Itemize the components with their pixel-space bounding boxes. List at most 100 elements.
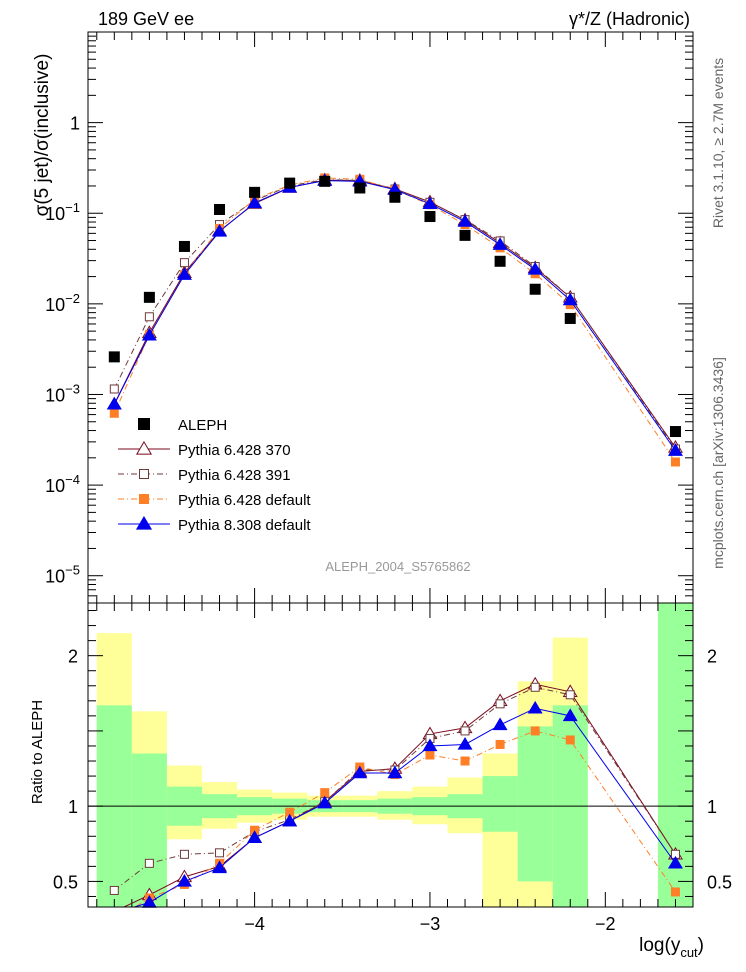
- ratio-uncertainty-bands: [88, 603, 693, 907]
- ratio-point: [109, 885, 119, 895]
- data-point: [494, 255, 506, 267]
- data-point: [669, 426, 681, 438]
- header-right: γ*/Z (Hadronic): [569, 9, 690, 29]
- ratio-point: [495, 739, 505, 749]
- legend-marker: [135, 515, 153, 530]
- ratio-point: [670, 887, 680, 897]
- series-ratio-4: [132, 700, 683, 908]
- ratio-point: [667, 855, 683, 869]
- ratio-band-inner: [131, 753, 167, 907]
- main-axis-ticks: 1 10−1 10−2 10−3 10−4 10−5: [45, 31, 694, 603]
- data-point: [529, 283, 541, 295]
- data-point: [106, 396, 122, 410]
- ratio-point: [530, 682, 540, 692]
- y-tick-label-main: 10−5: [45, 563, 80, 587]
- legend-label: Pythia 6.428 370: [178, 442, 291, 459]
- series-main-0: [108, 175, 681, 438]
- main-panel: 1 10−1 10−2 10−3 10−4 10−5 ALEPH_2004_S576586…: [45, 31, 694, 604]
- legend-label: ALEPH: [178, 417, 227, 434]
- y-tick-label-main: 10−4: [45, 472, 80, 496]
- data-point: [527, 261, 543, 275]
- legend-marker: [135, 440, 153, 455]
- legend-entry: Pythia 8.308 default: [118, 515, 311, 534]
- data-point: [459, 229, 471, 241]
- legend-entry: Pythia 6.428 default: [118, 492, 311, 509]
- x-axis-title-main: log(y: [639, 935, 681, 956]
- ratio-panel: 0.5 0.5 1 1 2 2 −4 −3 −2: [53, 602, 732, 934]
- ratio-point: [457, 737, 473, 750]
- ratio-point: [144, 858, 154, 868]
- ratio-point: [422, 738, 438, 752]
- ratio-point: [530, 726, 540, 736]
- x-axis-title-sub: cut: [680, 945, 698, 960]
- ratio-series-layer: [109, 676, 683, 908]
- data-point: [562, 292, 578, 306]
- legend: ALEPH Pythia 6.428 370 Pythia 6.428 391 Pyt…: [118, 417, 311, 534]
- main-plot-frame: [87, 31, 694, 604]
- legend-marker: [139, 469, 149, 479]
- header-left: 189 GeV ee: [98, 9, 194, 29]
- ratio-band-inner: [482, 776, 518, 832]
- data-point: [108, 351, 120, 363]
- data-point: [178, 240, 190, 252]
- legend-label: Pythia 6.428 default: [178, 492, 311, 509]
- legend-entry: ALEPH: [138, 417, 227, 434]
- y-tick-label-main: 10−2: [45, 291, 80, 315]
- ratio-point: [495, 699, 505, 709]
- series-line-ratio: [113, 686, 676, 891]
- y-tick-label-ratio-right: 2: [707, 647, 717, 667]
- main-series-layer: [106, 172, 683, 467]
- x-axis-title-close: ): [698, 935, 704, 956]
- side-label-rivet: Rivet 3.1.10, ≥ 2.7M events: [710, 58, 726, 228]
- ratio-point: [492, 717, 508, 731]
- data-point: [214, 203, 226, 215]
- y-tick-label-main: 1: [70, 114, 80, 134]
- ratio-point: [282, 813, 298, 827]
- legend-marker: [138, 418, 150, 430]
- data-point: [670, 457, 680, 467]
- ratio-point: [352, 765, 368, 779]
- ratio-point: [212, 860, 227, 874]
- ratio-point: [179, 849, 189, 859]
- data-point: [284, 177, 296, 189]
- x-tick-label: −2: [595, 914, 616, 934]
- y-tick-label-ratio: 2: [68, 647, 78, 667]
- ratio-axis-ticks: 0.5 0.5 1 1 2 2 −4 −3 −2: [53, 603, 732, 934]
- data-point: [143, 291, 155, 303]
- data-point: [354, 182, 366, 194]
- y-tick-label-main: 10−3: [45, 381, 80, 405]
- x-tick-label: −3: [420, 914, 441, 934]
- ratio-plot-frame: [87, 602, 694, 908]
- ratio-point: [317, 795, 333, 809]
- y-tick-label-main: 10−1: [45, 200, 80, 224]
- ratio-point: [565, 735, 575, 745]
- data-point: [249, 186, 261, 198]
- ratio-point: [387, 765, 403, 779]
- data-point: [457, 214, 473, 227]
- legend-label: Pythia 6.428 391: [178, 467, 291, 484]
- data-point: [179, 258, 189, 268]
- ratio-point: [320, 788, 330, 798]
- data-point: [424, 211, 436, 223]
- y-axis-title-main: σ(5 jet)/σ(inclusive): [32, 54, 53, 217]
- ratio-point: [460, 756, 470, 766]
- legend-entry: Pythia 6.428 370: [118, 440, 291, 459]
- ratio-point: [176, 873, 192, 887]
- y-tick-label-ratio-right: 1: [707, 797, 717, 817]
- data-point: [422, 196, 438, 210]
- ratio-plot-frame-border: [87, 602, 694, 908]
- data-point: [212, 223, 227, 237]
- legend-entry: Pythia 6.428 391: [118, 467, 291, 484]
- data-point: [247, 195, 263, 209]
- data-point: [667, 443, 683, 456]
- y-tick-label-ratio: 0.5: [53, 872, 78, 892]
- data-point: [176, 267, 192, 280]
- data-point: [564, 312, 576, 324]
- x-tick-label: −4: [244, 914, 265, 934]
- data-point: [109, 384, 119, 394]
- data-point: [144, 312, 154, 322]
- ratio-point: [425, 750, 435, 760]
- ratio-point: [247, 830, 263, 843]
- ratio-point: [460, 726, 470, 736]
- data-point: [492, 237, 508, 250]
